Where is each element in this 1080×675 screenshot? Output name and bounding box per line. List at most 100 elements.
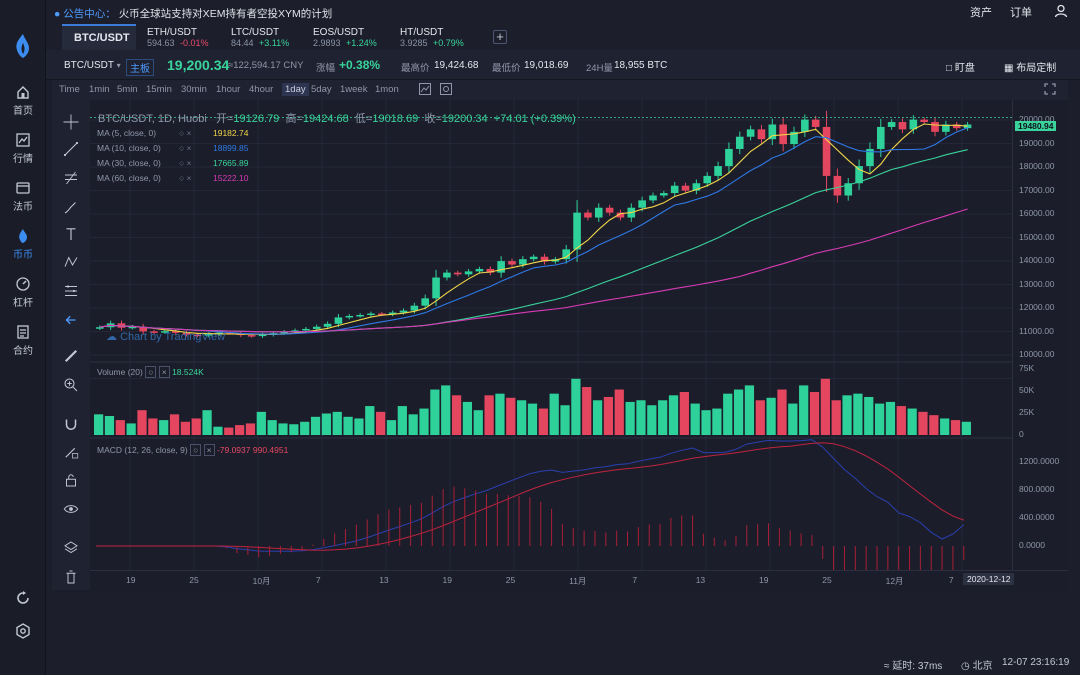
volume-legend-value: 18.524K (172, 367, 204, 377)
timeframe-1week[interactable]: 1week (340, 84, 368, 95)
eye-icon[interactable]: ○ (145, 366, 157, 378)
volume-axis-label: 75K (1019, 363, 1035, 373)
pair-tab[interactable]: EOS/USDT 2.9893 +1.24% (301, 24, 385, 50)
settings-icon[interactable] (15, 623, 31, 642)
open-value: 19126.79 (233, 113, 280, 125)
indicator-icon[interactable] (419, 83, 431, 98)
nav-item-2[interactable]: 法币 (0, 174, 46, 214)
nav-label: 首页 (13, 106, 33, 117)
timeframe-Time[interactable]: Time (59, 84, 80, 95)
layout-button[interactable]: ▦ 布局定制 (1004, 63, 1057, 74)
high-value-ohlc: 19424.68 (302, 113, 349, 125)
assets-link[interactable]: 资产 (970, 7, 992, 19)
candle-body (497, 261, 505, 273)
trash-icon[interactable] (52, 561, 90, 591)
volume-bars (94, 378, 971, 435)
candle-body (649, 195, 657, 201)
ma-visibility-icon[interactable]: ○ × (179, 128, 192, 138)
add-tab-button[interactable]: + (493, 30, 507, 44)
back-arrow-icon[interactable] (52, 304, 90, 334)
close-icon[interactable]: × (203, 444, 215, 456)
price-chart[interactable] (90, 100, 1012, 570)
volume-axis-label: 50K (1019, 385, 1035, 395)
measure-icon[interactable] (52, 275, 90, 305)
chart-settings-icon[interactable] (440, 83, 452, 98)
trend-line-icon[interactable] (52, 133, 90, 163)
pair-tab[interactable]: LTC/USDT 84.44 +3.11% (219, 24, 303, 50)
refresh-icon[interactable] (15, 590, 31, 609)
timeframe-30min[interactable]: 30min (181, 84, 207, 95)
macd-axis-label: 400.0000 (1019, 512, 1055, 522)
volume-bar (148, 418, 158, 435)
price-axis-label: 18000.00 (1019, 161, 1055, 171)
ma5-line (99, 123, 968, 335)
timeframe-1hour[interactable]: 1hour (216, 84, 241, 95)
close-icon[interactable]: × (158, 366, 170, 378)
time-axis-label: 7 (948, 575, 954, 585)
timeframe-4hour[interactable]: 4hour (249, 84, 274, 95)
layers-icon[interactable] (52, 532, 90, 562)
nav-item-0[interactable]: 首页 (0, 78, 46, 118)
pair-selector[interactable]: BTC/USDT ▾ (64, 60, 121, 71)
ma-visibility-icon[interactable]: ○ × (179, 143, 192, 153)
pair-tab[interactable]: HT/USDT 3.9285 +0.79% (388, 24, 472, 50)
pair-tab[interactable]: BTC/USDT (62, 24, 136, 50)
market-chart-icon (16, 133, 30, 147)
tab-pair-name: ETH/USDT (147, 27, 197, 38)
nav-item-3[interactable]: 币币 (0, 222, 46, 262)
brush-icon[interactable] (52, 191, 90, 221)
nav-item-4[interactable]: 杠杆 (0, 270, 46, 310)
orders-link[interactable]: 订单 (1010, 7, 1032, 19)
volume-bar (202, 410, 212, 435)
eye-icon[interactable] (52, 493, 90, 523)
user-icon[interactable] (1054, 4, 1068, 21)
nav-item-1[interactable]: 行情 (0, 126, 46, 166)
lock-drawing-icon[interactable] (52, 436, 90, 466)
volume-bar (885, 401, 896, 435)
announcement[interactable]: ● 公告中心： 火币全球站支持对XEM持有者空投XYM的计划 (54, 6, 332, 21)
candle-body (378, 313, 386, 316)
time-axis-label: 12月 (885, 576, 904, 586)
candle-body (356, 314, 364, 317)
change-label: 涨幅 (316, 63, 336, 74)
time-axis-label: 19 (126, 575, 136, 585)
timeframe-5day[interactable]: 5day (311, 84, 332, 95)
time-axis-label: 7 (632, 575, 638, 585)
time-axis-label: 25 (189, 575, 199, 585)
pattern-icon[interactable] (52, 246, 90, 276)
ma-visibility-icon[interactable]: ○ × (179, 158, 192, 168)
candle-body (725, 148, 733, 167)
ma-visibility-icon[interactable]: ○ × (179, 173, 192, 183)
time-axis-label: 19 (442, 575, 452, 585)
timeframe-1min[interactable]: 1min (89, 84, 110, 95)
fullscreen-icon[interactable] (1044, 83, 1056, 98)
tab-pair-name: LTC/USDT (231, 27, 280, 38)
volume-bar (441, 385, 451, 435)
notice-text[interactable]: 火币全球站支持对XEM持有者空投XYM的计划 (118, 8, 333, 20)
zoom-in-icon[interactable] (52, 369, 90, 399)
volume-bar (300, 421, 310, 435)
timeframe-15min[interactable]: 15min (146, 84, 172, 95)
timeframe-1day[interactable]: 1day (282, 83, 309, 96)
huobi-logo-icon[interactable] (11, 33, 35, 59)
timeframe-1mon[interactable]: 1mon (375, 84, 399, 95)
vol-label: 24H量 (586, 63, 613, 74)
price-axis[interactable]: 20000.00 19000.00 18000.00 17000.00 16000.00… (1012, 100, 1068, 570)
magnet-icon[interactable] (52, 408, 90, 438)
watch-button[interactable]: □ 盯盘 (946, 63, 975, 74)
eye-icon[interactable]: ○ (190, 444, 202, 456)
unlock-icon[interactable] (52, 464, 90, 494)
volume-bar (310, 416, 321, 435)
ruler-icon[interactable] (52, 340, 90, 370)
nav-item-5[interactable]: 合约 (0, 318, 46, 358)
board-badge[interactable]: 主板 (126, 59, 154, 76)
nav-label: 法币 (13, 202, 33, 213)
time-axis[interactable]: 19 25 10月 7 13 19 25 11月 7 13 19 25 12月 7 2020-12-12 (90, 570, 1068, 590)
crosshair-icon[interactable] (52, 106, 90, 136)
candle-body (302, 328, 310, 331)
fib-tool-icon[interactable] (52, 162, 90, 192)
text-tool-icon[interactable] (52, 218, 90, 248)
timeframe-5min[interactable]: 5min (117, 84, 138, 95)
candle-body (703, 175, 712, 184)
pair-tab[interactable]: ETH/USDT 594.63 -0.01% (135, 24, 219, 50)
